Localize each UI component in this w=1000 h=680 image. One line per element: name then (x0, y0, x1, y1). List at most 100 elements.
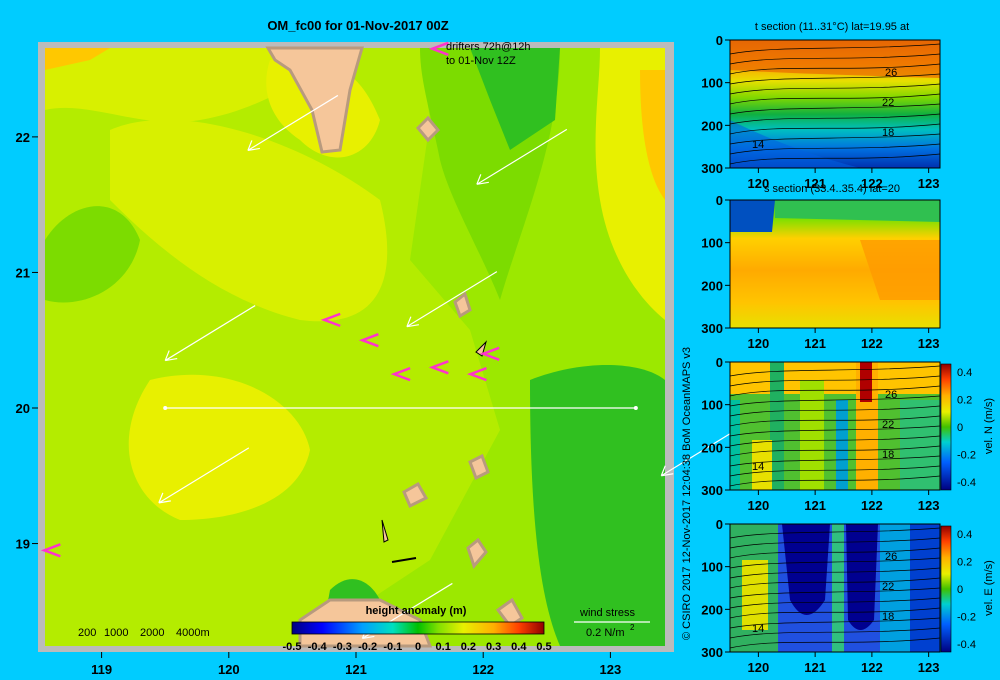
s-section-surface-layer (775, 200, 940, 222)
vel-e-colorbar (940, 525, 952, 653)
section-y-tick-label: 300 (701, 321, 723, 336)
section-frame (729, 523, 941, 653)
land-mass (468, 453, 490, 481)
t-section-title: t section (11..31°C) lat=19.95 at (755, 21, 909, 33)
s-section-title: s section (33.4..35.4) lat=20 (764, 183, 900, 195)
colorbar-tick-label: 0.5 (536, 641, 551, 653)
section-y-tick-label: 100 (701, 560, 723, 575)
contour-line (729, 637, 941, 649)
land-mass (453, 291, 472, 319)
contour-line (729, 567, 941, 579)
drifter-track (390, 366, 411, 382)
drifter-track (428, 41, 449, 56)
contour-label: 18 (882, 127, 894, 139)
section-y-tick-label: 200 (701, 440, 723, 455)
vn-section-feature (860, 362, 872, 402)
contour-label: 22 (882, 419, 894, 431)
contour-line (729, 547, 941, 559)
ve-section-feature (832, 524, 844, 652)
drifter-note-2: to 01-Nov 12Z (446, 55, 516, 67)
contour-line (729, 53, 941, 65)
contour-line (729, 627, 941, 639)
section-overlays: 26 22 18 14 0 100 200 300 120 121 122 123 0 100 200 300… (701, 33, 976, 675)
contour-label: 14 (752, 623, 764, 635)
land-mass (466, 537, 488, 569)
depth-legend-4000: 4000m (176, 627, 210, 639)
contour-line (729, 577, 941, 589)
drifter-track (466, 366, 487, 382)
section-y-tick-label: 200 (701, 278, 723, 293)
wind-legend-title: wind stress (579, 607, 636, 619)
colorbar-tick-label: 0.3 (486, 641, 501, 653)
colorbar-tick-label: -0.3 (333, 641, 352, 653)
vel-colorbar-tick-label: -0.4 (957, 477, 976, 489)
field-region (45, 48, 110, 70)
section-frame (729, 199, 941, 329)
contour-line (729, 445, 941, 457)
contour-line (729, 557, 941, 569)
contour-line (729, 133, 941, 145)
s-section-high-salinity-core (860, 240, 940, 300)
section-x-tick-label: 123 (918, 498, 940, 513)
map-y-tick-label: 20 (16, 401, 30, 416)
contour-line (729, 43, 941, 55)
wind-arrow (164, 305, 256, 362)
contour-line (729, 537, 941, 549)
contour-label: 14 (752, 461, 764, 473)
field-region (110, 119, 388, 322)
section-x-tick-label: 120 (748, 498, 770, 513)
ve-section-feature (846, 524, 878, 630)
drifter-track (40, 543, 61, 558)
contour-line (729, 123, 941, 135)
section-y-tick-label: 0 (716, 33, 723, 48)
field-region (128, 374, 310, 520)
colorbar-tick-label: -0.5 (283, 641, 302, 653)
section-x-tick-label: 121 (804, 660, 826, 675)
contour-line (729, 73, 941, 85)
vn-section-feature (800, 380, 824, 490)
land-mass (415, 115, 441, 143)
section-y-tick-label: 100 (701, 236, 723, 251)
land-mass (381, 519, 389, 543)
vel-colorbar-tick-label: -0.2 (957, 450, 976, 462)
section-y-tick-label: 300 (701, 161, 723, 176)
ve-section-feature (910, 524, 940, 652)
contour-line (729, 425, 941, 437)
colorbar-tick-label: -0.4 (308, 641, 328, 653)
colorbar-tick-label: 0.2 (461, 641, 476, 653)
contour-label: 18 (882, 611, 894, 623)
contour-label: 14 (752, 139, 764, 151)
land-mass (475, 340, 488, 357)
contour-line (729, 617, 941, 629)
section-y-tick-label: 200 (701, 602, 723, 617)
contour-line (729, 527, 941, 539)
contour-line (729, 395, 941, 407)
contour-line (729, 153, 941, 165)
wind-arrow (247, 94, 339, 152)
vel-colorbar-tick-label: 0.2 (957, 395, 972, 407)
height-field (45, 48, 665, 646)
section-x-tick-label: 120 (748, 660, 770, 675)
contour-label: 26 (885, 551, 897, 563)
section-x-tick-label: 123 (918, 176, 940, 191)
contour-label: 26 (885, 67, 897, 79)
vel-colorbar-tick-label: 0 (957, 584, 963, 596)
contour-line (729, 455, 941, 467)
colorbar-tick-label: 0 (415, 641, 421, 653)
map-y-tick-label: 21 (16, 265, 30, 280)
section-x-tick-label: 122 (861, 336, 883, 351)
section-y-tick-label: 100 (701, 398, 723, 413)
land-mass (402, 481, 429, 509)
drifter-track (428, 360, 449, 375)
map-x-tick-label: 123 (600, 662, 622, 677)
vel-colorbar-tick-label: 0.4 (957, 367, 972, 379)
wind-arrow (158, 447, 250, 504)
contour-line (729, 435, 941, 447)
section-x-tick-label: 120 (748, 176, 770, 191)
wind-legend-unit-exponent: 2 (630, 623, 635, 632)
map-y-tick-label: 22 (16, 130, 30, 145)
section-x-tick-label: 122 (861, 176, 883, 191)
section-x-tick-label: 123 (918, 660, 940, 675)
contour-line (729, 587, 941, 599)
vel-colorbar-tick-label: 0.2 (957, 557, 972, 569)
